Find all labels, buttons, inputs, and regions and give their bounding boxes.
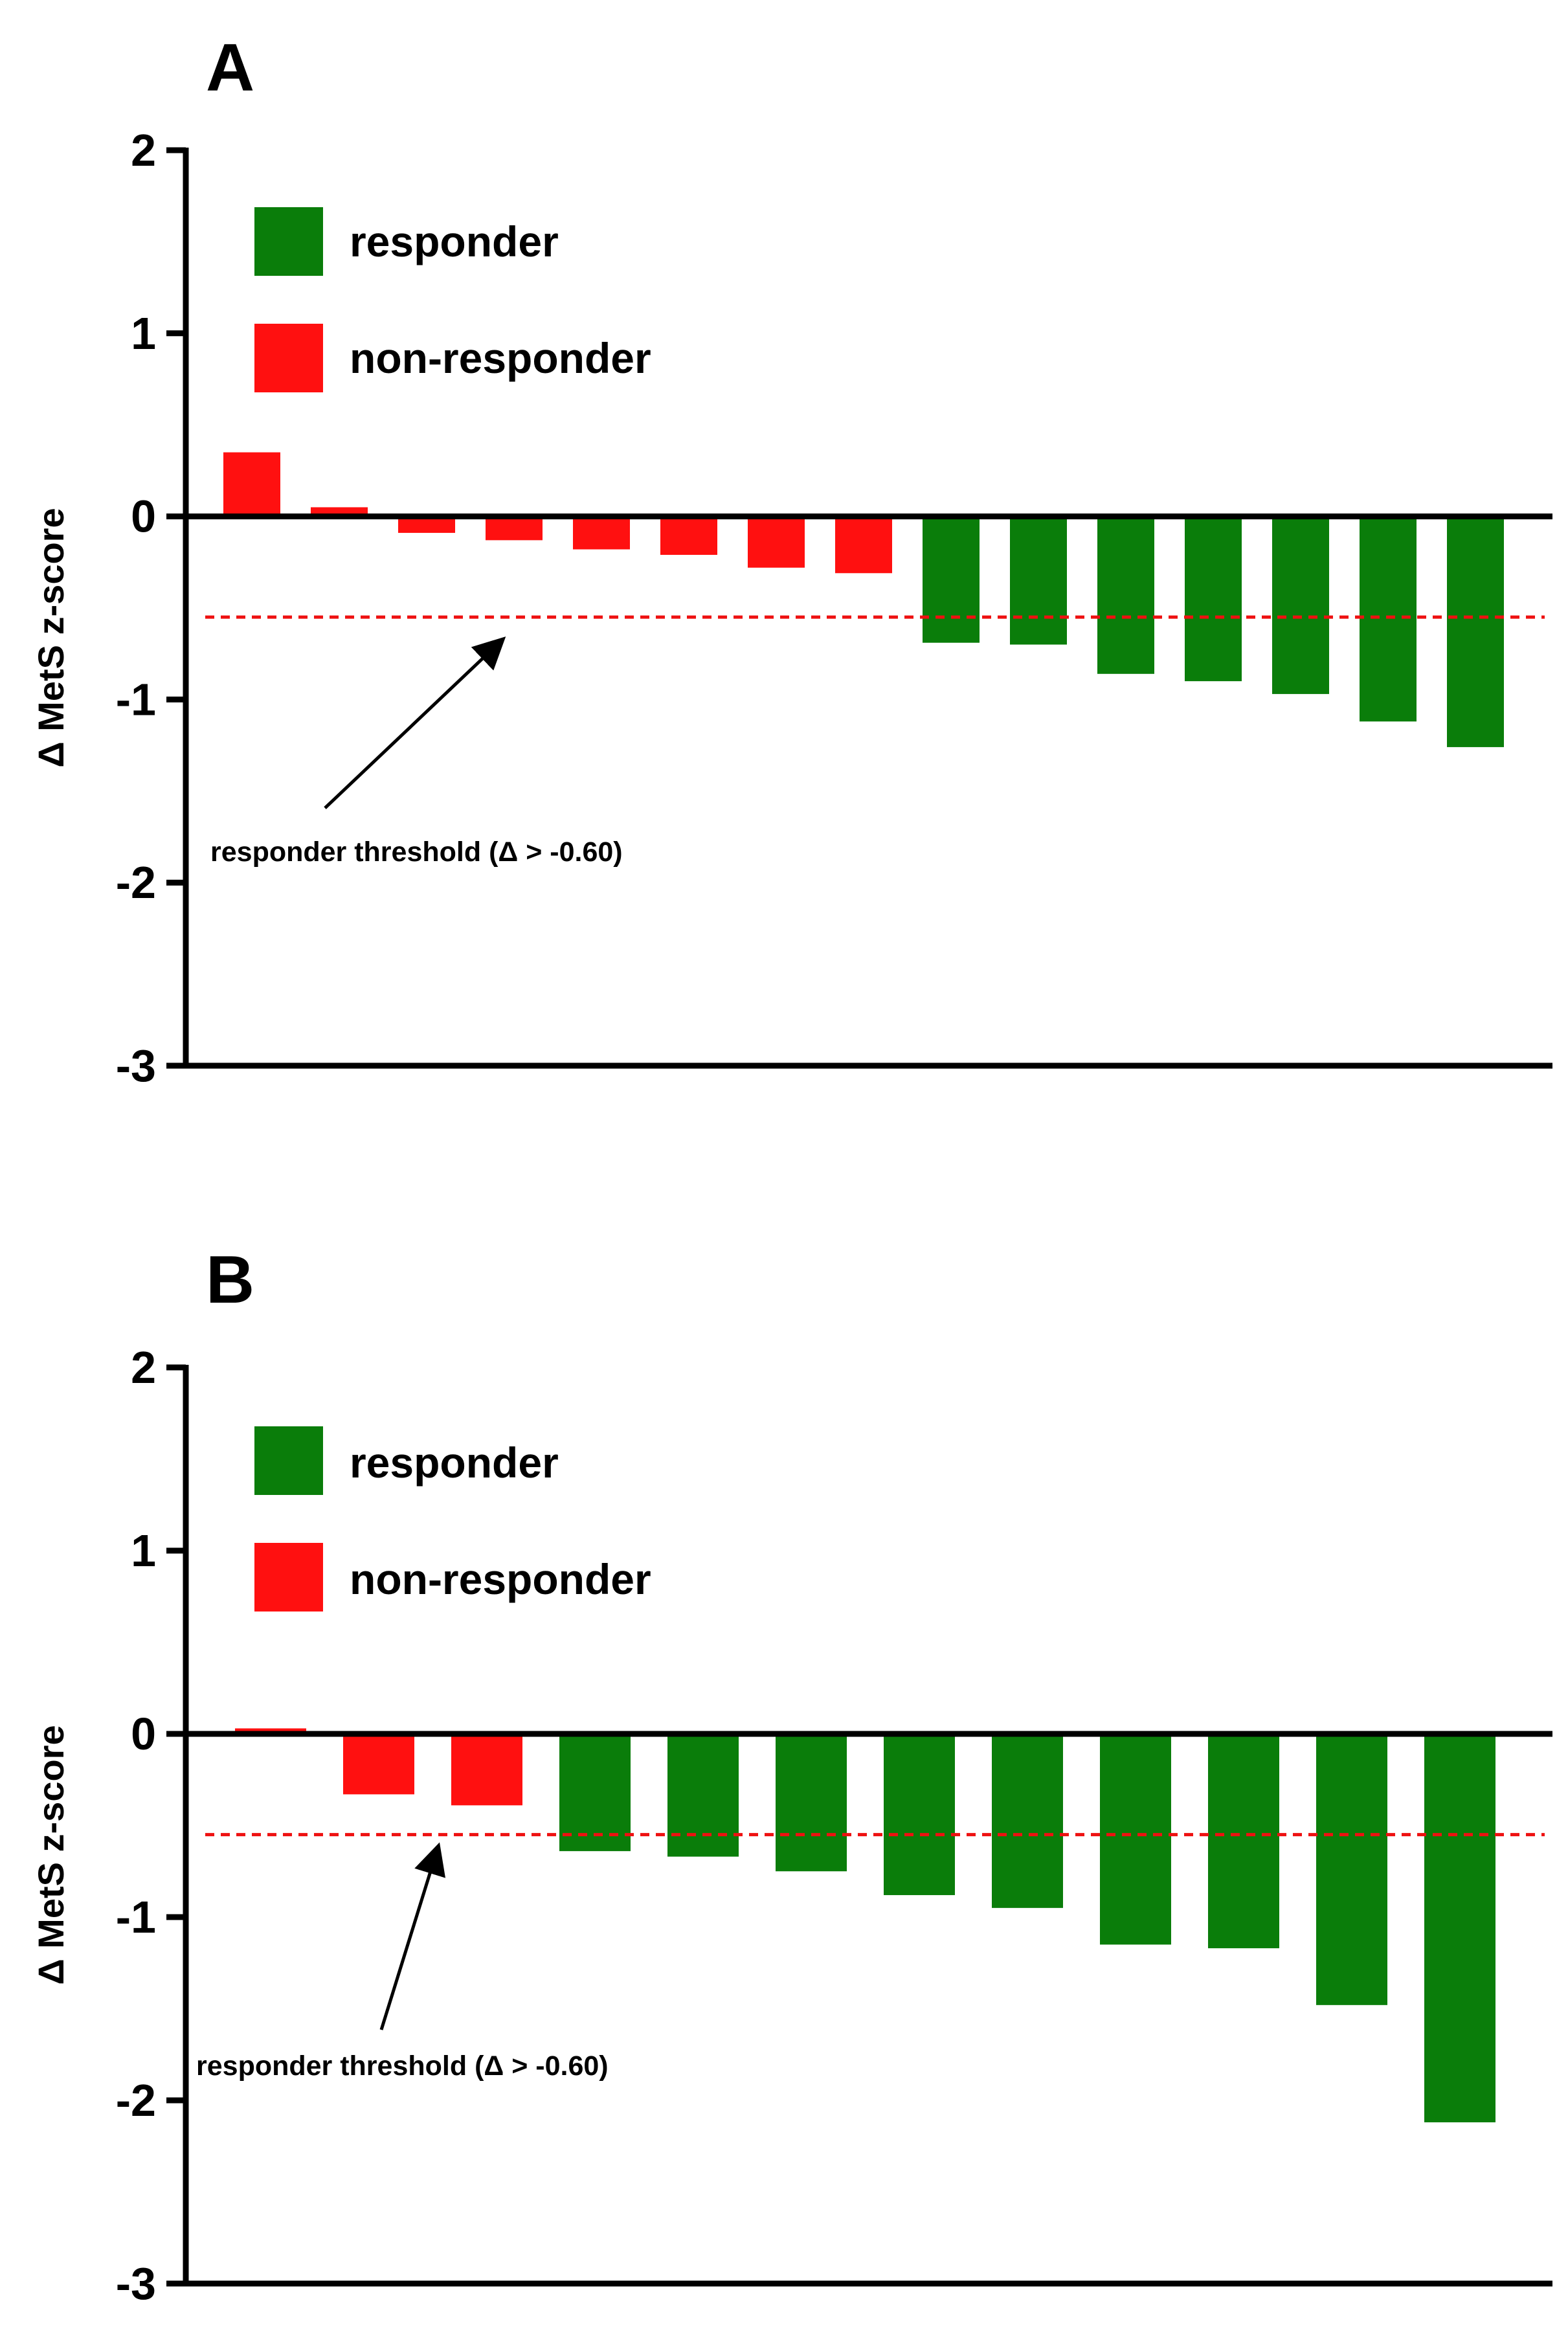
- legend: responder non-responder: [254, 1426, 651, 1612]
- bar-responder: [559, 1734, 631, 1852]
- bar-responder: [1447, 516, 1504, 747]
- y-tick-label: 0: [131, 1709, 156, 1759]
- bar-responder: [1010, 516, 1067, 645]
- bar-responder: [1316, 1734, 1387, 2005]
- bar-non-responder: [451, 1734, 522, 1806]
- y-tick-label: 2: [131, 1342, 156, 1393]
- y-tick-label: 2: [131, 125, 156, 175]
- bar-responder: [1208, 1734, 1279, 1949]
- panel-b: B Δ MetS z-score 2 1 0 -1 -2 -3 responder non…: [30, 1242, 1552, 2309]
- bar-responder: [884, 1734, 955, 1896]
- y-tick-label: -3: [116, 1040, 156, 1091]
- panel-label: B: [206, 1242, 254, 1318]
- bar-responder: [1272, 516, 1329, 694]
- bar-non-responder: [223, 452, 280, 517]
- y-tick-label: 1: [131, 1525, 156, 1576]
- legend-label-non-responder: non-responder: [350, 334, 651, 382]
- bar-non-responder: [835, 516, 892, 574]
- legend-swatch-responder: [254, 1426, 323, 1495]
- y-tick-label: 0: [131, 491, 156, 542]
- bar-responder: [1097, 516, 1154, 674]
- y-tick-label: -2: [116, 2075, 156, 2126]
- panel-a: A Δ MetS z-score 2 1 0 -1 -2 -3 responder non…: [30, 30, 1552, 1091]
- bar-responder: [1424, 1734, 1495, 2122]
- legend-swatch-non-responder: [254, 324, 323, 392]
- bar-responder: [1185, 516, 1242, 682]
- y-tick-label: 1: [131, 308, 156, 359]
- bar-non-responder: [573, 516, 630, 550]
- y-tick-label: -1: [116, 674, 156, 724]
- arrow-icon: [379, 1842, 446, 2030]
- panel-label: A: [206, 30, 254, 106]
- threshold-label: responder threshold (Δ > -0.60): [210, 837, 623, 868]
- bar-non-responder: [486, 516, 543, 541]
- bar-non-responder: [343, 1734, 414, 1795]
- threshold-label: responder threshold (Δ > -0.60): [196, 2050, 609, 2082]
- bar-responder: [667, 1734, 739, 1857]
- bar-responder: [1360, 516, 1417, 722]
- y-tick-label: -1: [116, 1892, 156, 1942]
- y-axis-label: Δ MetS z-score: [30, 508, 71, 767]
- bar-responder: [923, 516, 980, 643]
- legend: responder non-responder: [254, 207, 651, 392]
- y-tick-label: -3: [116, 2258, 156, 2309]
- threshold-annotation: responder threshold (Δ > -0.60): [210, 636, 623, 868]
- bars: [223, 452, 1504, 747]
- arrow-icon: [324, 636, 506, 809]
- bar-responder: [776, 1734, 847, 1872]
- bar-non-responder: [660, 516, 717, 555]
- legend-label-non-responder: non-responder: [350, 1555, 651, 1603]
- y-tick-labels: 2 1 0 -1 -2 -3: [116, 1342, 186, 2309]
- bar-non-responder: [748, 516, 805, 568]
- legend-label-responder: responder: [350, 218, 559, 265]
- legend-label-responder: responder: [350, 1439, 559, 1487]
- y-tick-labels: 2 1 0 -1 -2 -3: [116, 125, 186, 1091]
- y-tick-label: -2: [116, 857, 156, 908]
- bar-responder: [1100, 1734, 1171, 1945]
- legend-swatch-non-responder: [254, 1543, 323, 1612]
- bar-responder: [992, 1734, 1063, 1908]
- y-axis-label: Δ MetS z-score: [30, 1725, 71, 1984]
- legend-swatch-responder: [254, 207, 323, 276]
- threshold-annotation: responder threshold (Δ > -0.60): [196, 1842, 609, 2082]
